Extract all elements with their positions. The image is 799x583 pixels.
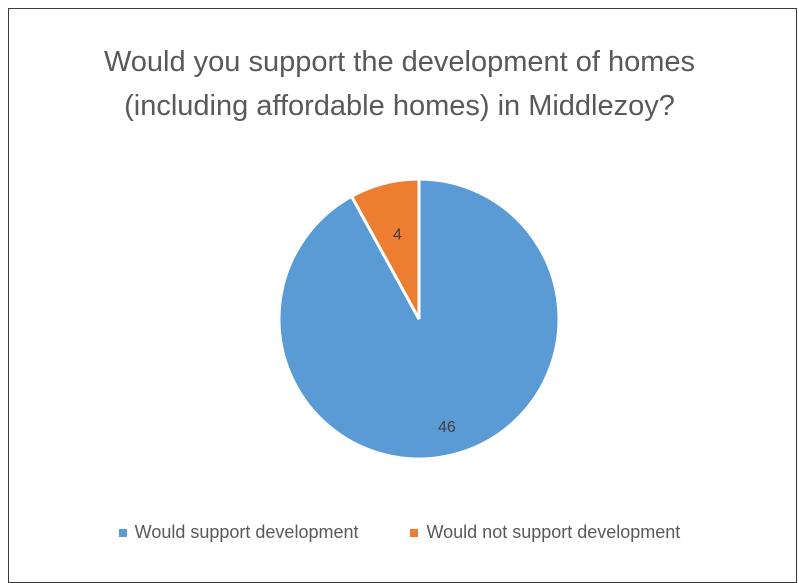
pie-slice-not-support (349, 177, 421, 320)
chart-legend: Would support development Would not supp… (0, 522, 799, 543)
data-label-not-support: 4 (393, 226, 402, 243)
legend-item-support: Would support development (118, 522, 359, 543)
chart-title-line-2: (including affordable homes) in Middlezo… (124, 90, 675, 122)
chart-title-line-1: Would you support the development of hom… (103, 46, 696, 78)
chart-title: Would you support the development of hom… (0, 40, 799, 128)
pie-slices (277, 177, 561, 461)
data-label-support: 46 (438, 419, 456, 436)
pie-chart: 46 4 (277, 177, 561, 461)
legend-swatch-support (118, 528, 127, 537)
pie-data-labels: 46 4 (393, 226, 456, 436)
legend-label-support: Would support development (134, 522, 359, 542)
legend-swatch-not-support (410, 528, 419, 537)
legend-item-not-support: Would not support development (410, 522, 680, 543)
legend-label-not-support: Would not support development (426, 522, 681, 542)
